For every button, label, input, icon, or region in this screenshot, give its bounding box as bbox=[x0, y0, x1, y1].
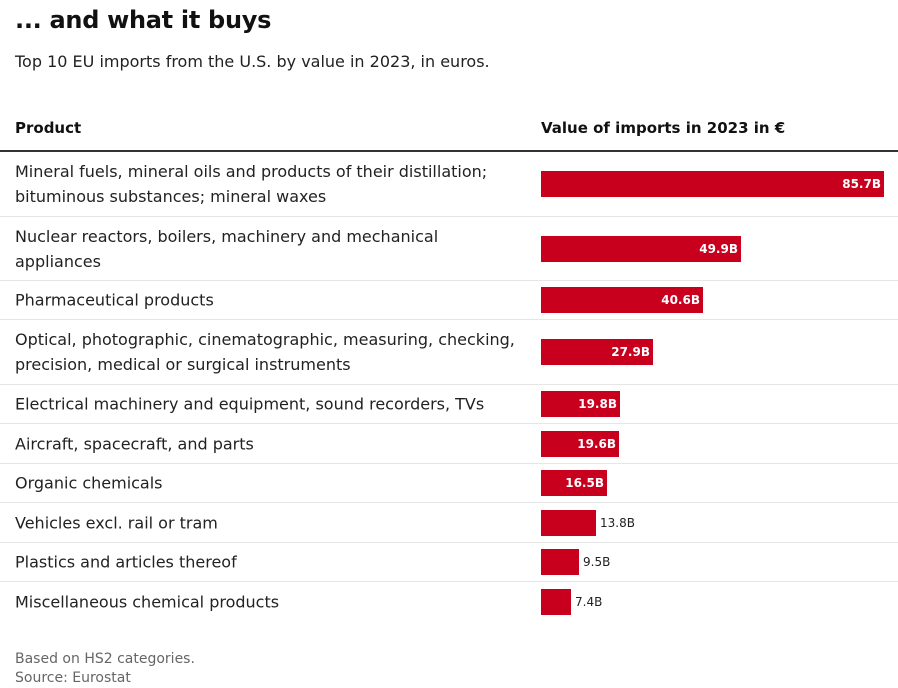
bar bbox=[541, 287, 703, 313]
table-row: Vehicles excl. rail or tram 13.8B bbox=[0, 503, 898, 543]
table-header: Product Value of imports in 2023 in € bbox=[0, 118, 898, 152]
value-label: 7.4B bbox=[575, 595, 603, 609]
table-row: Nuclear reactors, boilers, machinery and… bbox=[0, 217, 898, 281]
footer-source: Source: Eurostat bbox=[15, 670, 131, 686]
value-label: 49.9B bbox=[699, 241, 738, 256]
table-row: Plastics and articles thereof 9.5B bbox=[0, 543, 898, 582]
table-row: Miscellaneous chemical products 7.4B bbox=[0, 582, 898, 622]
value-label: 85.7B bbox=[842, 177, 881, 191]
category-label: Miscellaneous chemical products bbox=[15, 592, 280, 612]
bar bbox=[541, 430, 619, 457]
table-row: Optical, photographic, cinematographic, … bbox=[0, 320, 898, 385]
value-label: 16.5B bbox=[565, 476, 604, 490]
value-label: 27.9B bbox=[611, 345, 650, 359]
bar bbox=[541, 509, 596, 536]
table-row: Mineral fuels, mineral oils and products… bbox=[0, 152, 898, 217]
bar-chart-rows: Mineral fuels, mineral oils and products… bbox=[0, 152, 898, 622]
category-label: Organic chemicals bbox=[15, 473, 163, 493]
bar bbox=[541, 470, 607, 496]
footer-note: Based on HS2 categories. bbox=[15, 651, 195, 667]
category-label: Nuclear reactors, boilers, machinery and… bbox=[15, 226, 439, 271]
table-row: Organic chemicals 16.5B bbox=[0, 464, 898, 503]
value-label: 13.8B bbox=[600, 515, 635, 530]
chart-title: ... and what it buys bbox=[15, 6, 272, 34]
category-label: Optical, photographic, cinematographic, … bbox=[15, 330, 515, 374]
table-row: Electrical machinery and equipment, soun… bbox=[0, 385, 898, 424]
product-column-header: Product bbox=[15, 119, 82, 137]
bar bbox=[541, 339, 653, 365]
value-label: 19.8B bbox=[578, 397, 617, 411]
table-row: Aircraft, spacecraft, and parts 19.6B bbox=[0, 424, 898, 464]
category-label: Plastics and articles thereof bbox=[15, 552, 237, 572]
value-column-header: Value of imports in 2023 in € bbox=[541, 119, 786, 137]
value-label: 9.5B bbox=[583, 555, 611, 569]
category-label: Vehicles excl. rail or tram bbox=[15, 513, 218, 532]
category-label: Electrical machinery and equipment, soun… bbox=[15, 394, 485, 414]
table-row: Pharmaceutical products 40.6B bbox=[0, 281, 898, 320]
category-label: Mineral fuels, mineral oils and products… bbox=[15, 162, 488, 206]
value-label: 40.6B bbox=[661, 293, 700, 307]
bar bbox=[541, 171, 884, 197]
bar bbox=[541, 589, 571, 615]
value-label: 19.6B bbox=[577, 436, 616, 451]
bar bbox=[541, 549, 579, 575]
chart-footer: Based on HS2 categories. Source: Eurosta… bbox=[15, 650, 195, 688]
bar bbox=[541, 391, 620, 417]
chart-subtitle: Top 10 EU imports from the U.S. by value… bbox=[15, 52, 490, 71]
category-label: Pharmaceutical products bbox=[15, 290, 214, 310]
category-label: Aircraft, spacecraft, and parts bbox=[15, 434, 254, 453]
bar bbox=[541, 235, 741, 262]
